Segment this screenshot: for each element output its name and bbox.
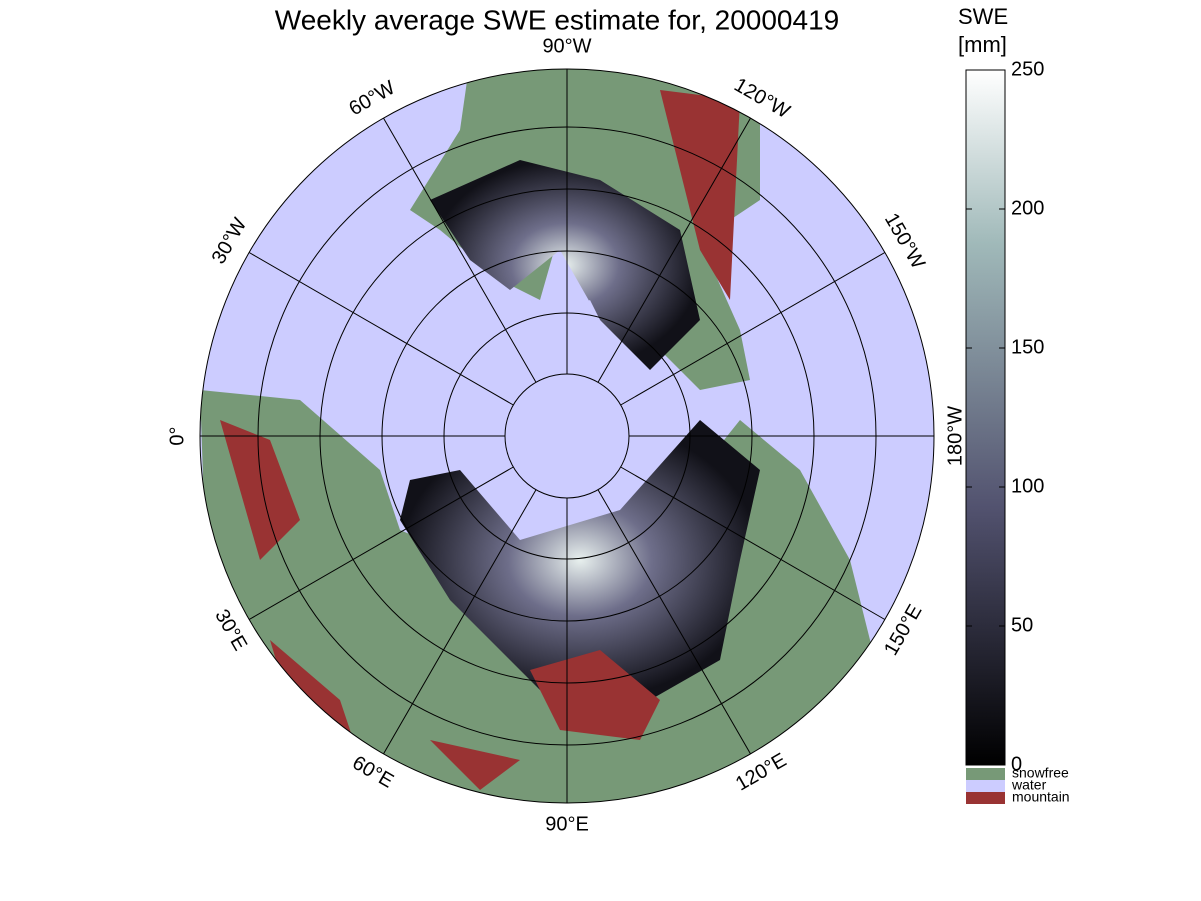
legend-swatch	[966, 792, 1005, 804]
meridian-line	[597, 489, 751, 755]
colorbar-tick-label: 0	[1011, 753, 1022, 775]
colorbar-tick-label: 100	[1011, 475, 1044, 497]
colorbar	[965, 69, 1006, 766]
legend-label: water	[1011, 777, 1047, 793]
meridian-line	[383, 117, 537, 383]
legend-swatch	[966, 780, 1005, 792]
map-area	[200, 69, 934, 803]
legend-swatch	[966, 768, 1005, 780]
meridian-line	[248, 466, 514, 620]
colorbar-tick-label: 200	[1011, 197, 1044, 219]
meridian-label: 0°	[166, 426, 188, 445]
colorbar-tick-label: 150	[1011, 336, 1044, 358]
meridian-label: 90°E	[545, 813, 589, 835]
colorbar-title: SWE	[958, 4, 1008, 29]
meridian-line	[620, 466, 886, 620]
meridian-label: 180°W	[944, 406, 966, 466]
meridian-line	[383, 489, 537, 755]
legend-label: mountain	[1012, 789, 1070, 805]
meridian-line	[597, 117, 751, 383]
meridian-label: 90°W	[542, 35, 591, 57]
colorbar-tick-label: 50	[1011, 614, 1033, 636]
graticule	[199, 68, 935, 804]
meridian-line	[248, 252, 514, 406]
colorbar-title: [mm]	[958, 32, 1007, 57]
meridian-line	[620, 252, 886, 406]
legend-label: snowfree	[1012, 765, 1069, 781]
colorbar-tick-label: 250	[1011, 58, 1044, 80]
title: Weekly average SWE estimate for, 2000041…	[275, 4, 839, 35]
